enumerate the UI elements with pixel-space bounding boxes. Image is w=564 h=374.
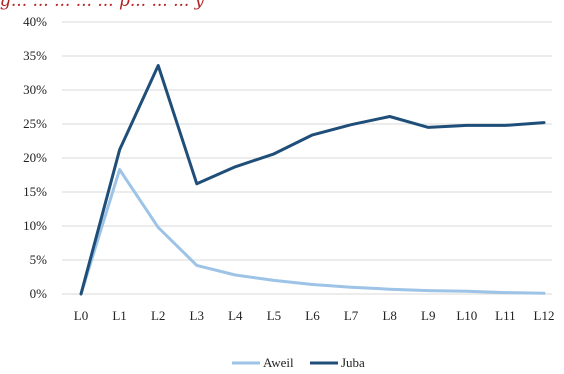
x-tick-label: L3 <box>190 308 204 323</box>
y-tick-label: 15% <box>23 184 47 199</box>
chart-title-fragment: g... ... ... ... ... p... ... ... y <box>0 0 205 11</box>
y-tick-label: 5% <box>30 252 48 267</box>
x-tick-label: L8 <box>382 308 396 323</box>
x-tick-label: L1 <box>112 308 126 323</box>
y-tick-label: 10% <box>23 218 47 233</box>
legend-label-aweil: Aweil <box>263 355 294 370</box>
x-tick-label: L2 <box>151 308 165 323</box>
x-tick-label: L7 <box>344 308 359 323</box>
series-line-juba <box>79 64 546 296</box>
y-tick-label: 30% <box>23 82 47 97</box>
y-tick-label: 25% <box>23 116 47 131</box>
legend-label-juba: Juba <box>341 355 365 370</box>
y-tick-label: 0% <box>30 286 48 301</box>
y-tick-label: 40% <box>23 14 47 29</box>
x-tick-label: L12 <box>534 308 555 323</box>
x-tick-label: L10 <box>456 308 477 323</box>
series-line-aweil <box>79 168 546 296</box>
x-tick-label: L6 <box>305 308 320 323</box>
x-tick-label: L9 <box>421 308 435 323</box>
x-tick-label: L4 <box>228 308 243 323</box>
y-tick-label: 20% <box>23 150 47 165</box>
x-tick-label: L5 <box>267 308 281 323</box>
y-tick-label: 35% <box>23 48 47 63</box>
x-tick-label: L11 <box>495 308 515 323</box>
x-tick-label: L0 <box>74 308 88 323</box>
